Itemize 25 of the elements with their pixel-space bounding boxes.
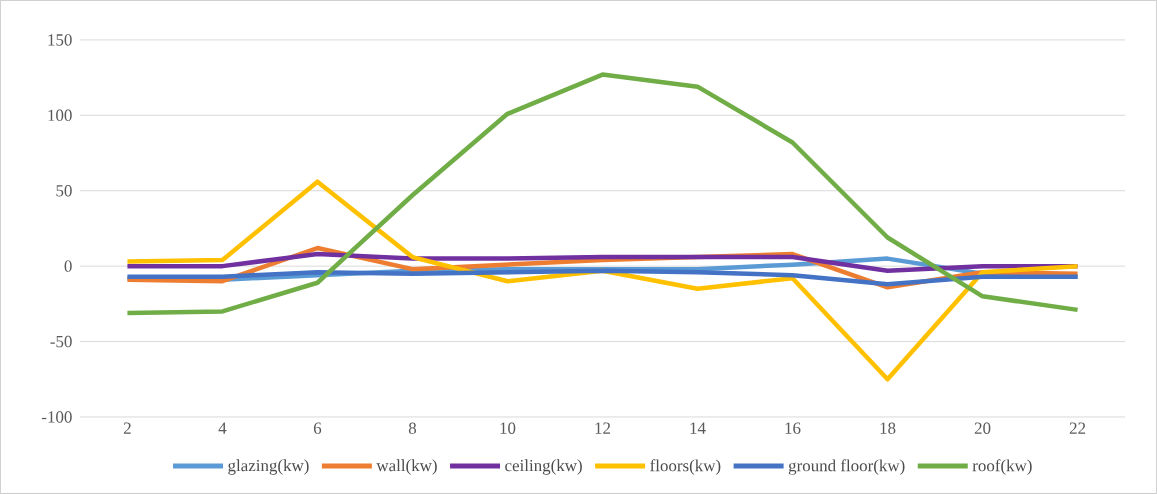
x-tick-label: 14	[690, 422, 706, 434]
x-tick-label: 18	[880, 422, 896, 434]
x-tick-label: 16	[785, 422, 801, 434]
legend-label: wall(kw)	[376, 459, 437, 475]
legend-label: ceiling(kw)	[505, 459, 582, 475]
y-tick-label: 150	[48, 34, 72, 46]
x-tick-label: 6	[313, 422, 322, 434]
x-tick-label: 10	[500, 422, 516, 434]
x-tick-label: 2	[123, 422, 131, 434]
y-tick-label: -50	[50, 335, 72, 348]
x-tick-label: 22	[1069, 422, 1086, 434]
y-tick-label: 0	[64, 260, 72, 272]
legend-label: ground floor(kw)	[788, 459, 905, 475]
x-tick-label: 8	[408, 422, 417, 434]
y-tick-label: -100	[41, 411, 72, 423]
y-tick-label: 50	[56, 185, 72, 197]
line-series	[125, 179, 1080, 382]
x-tick-label: 20	[974, 422, 991, 434]
x-tick-label: 12	[595, 422, 611, 434]
legend-label: floors(kw)	[650, 459, 721, 475]
y-tick-label: 100	[48, 109, 72, 122]
legend-label: roof(kw)	[972, 459, 1032, 475]
x-tick-label: 4	[218, 422, 227, 434]
line-series	[125, 72, 1080, 316]
legend-label: glazing(kw)	[228, 459, 309, 475]
